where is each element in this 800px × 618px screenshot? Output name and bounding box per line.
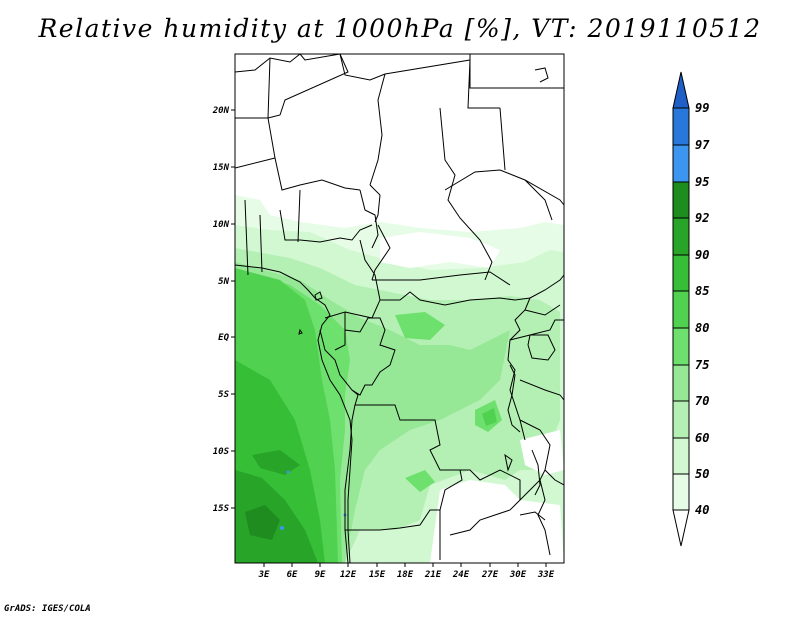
lon-axis: 3E 6E 9E 12E 15E 18E 21E 24E 27E 30E 33E [258,563,555,580]
grads-credit: GrADS: IGES/COLA [4,604,91,614]
colorbar-label: 95 [695,175,709,189]
lat-label: 5S [218,390,229,400]
colorbar-swatch-60-70 [672,400,690,439]
colorbar-label: 85 [695,284,709,298]
lat-label: 10N [213,220,230,230]
country-borders [235,54,564,563]
lon-label: 3E [258,570,270,580]
lat-axis: 20N 15N 10N 5N EQ 5S 10S 15S [212,106,235,514]
colorbar-label: 92 [695,211,709,225]
colorbar-label: 50 [695,467,709,481]
colorbar-top-triangle [672,71,690,109]
colorbar-swatch-50-60 [672,437,690,475]
map-title: Relative humidity at 1000hPa [%], VT: 20… [38,14,762,43]
lat-label: EQ [218,333,229,343]
colorbar-swatch-92-95 [672,181,690,219]
lon-label: 12E [340,570,357,580]
lon-label: 9E [315,570,326,580]
colorbar-swatch-70-75 [672,364,690,402]
humidity-field [235,195,564,563]
colorbar-label: 40 [695,503,709,517]
colorbar-label: 90 [695,248,709,262]
rh-95-97-spot [280,526,284,530]
colorbar-label: 97 [695,138,710,152]
lon-label: 24E [452,570,470,580]
lon-label: 27E [481,570,499,580]
lat-label: 20N [212,106,230,116]
colorbar-swatch-90-92 [672,217,690,256]
map-frame [234,53,565,564]
lat-label: 5N [218,277,229,287]
colorbar-label: 80 [695,321,709,335]
colorbar-swatch-80-85 [672,290,690,329]
lon-label: 18E [397,570,414,580]
lon-label: 21E [424,570,442,580]
colorbar: 99 97 95 92 90 85 80 75 70 60 50 40 [672,71,710,547]
rh-92-95-area [245,505,280,540]
colorbar-swatch-40-50 [672,473,690,511]
lon-label: 15E [369,570,386,580]
colorbar-label: 75 [695,358,709,372]
lon-label: 6E [287,570,298,580]
lat-label: 15N [213,163,230,173]
colorbar-bottom-triangle [672,509,690,547]
colorbar-label: 99 [695,101,709,115]
colorbar-swatch-75-80 [672,327,690,366]
lat-label: 15S [213,504,230,514]
lat-label: 10S [213,447,230,457]
colorbar-swatch-97-99 [672,107,690,146]
lon-label: 30E [509,570,527,580]
colorbar-swatch-85-90 [672,254,690,292]
colorbar-label: 70 [695,394,709,408]
lon-label: 33E [537,570,555,580]
colorbar-label: 60 [695,431,709,445]
colorbar-swatch-95-97 [672,144,690,183]
